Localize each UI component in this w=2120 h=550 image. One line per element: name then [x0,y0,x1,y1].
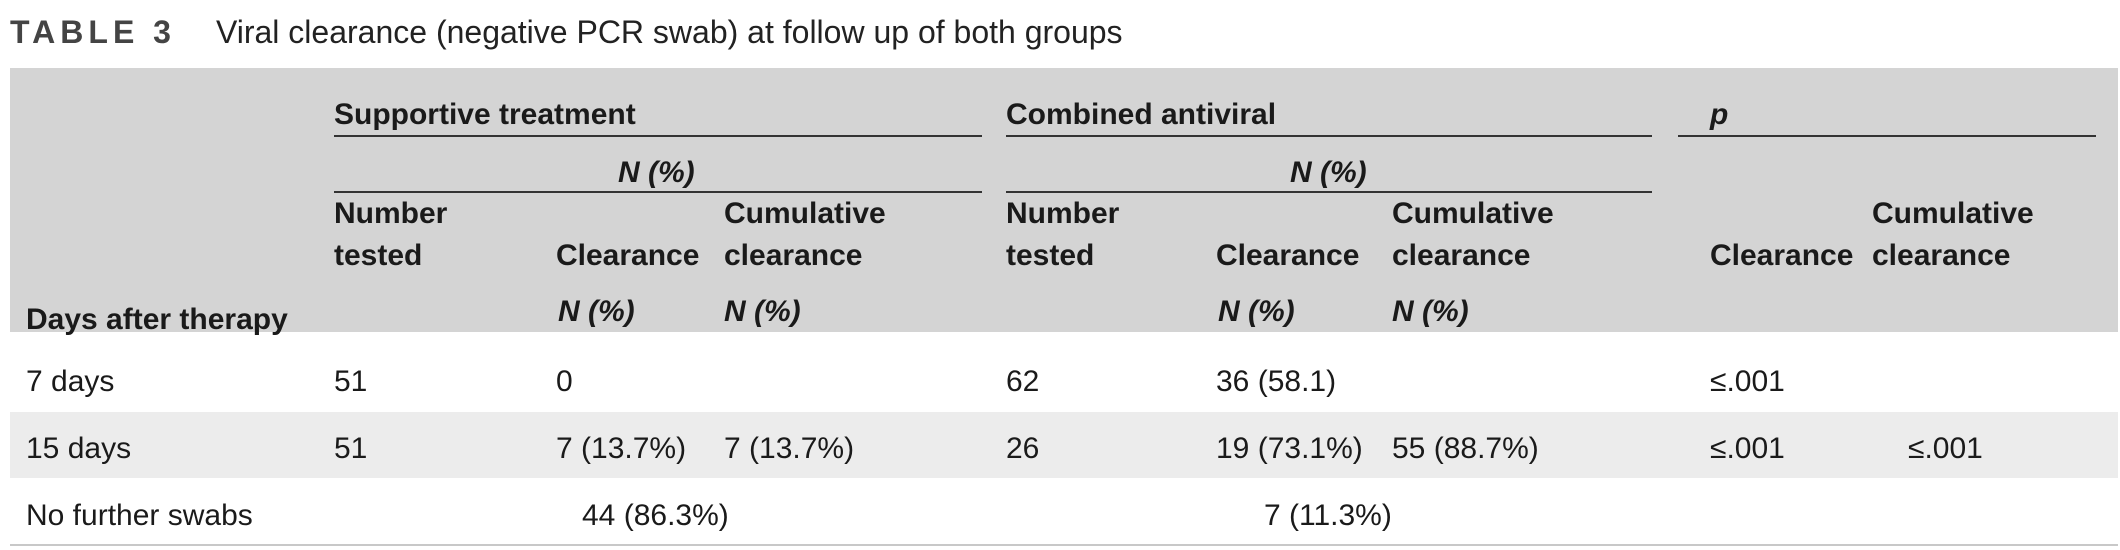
col-subheader-n-pct: N (%) [558,295,635,328]
cell-supportive-clearance: 7 (13.7%) [556,432,687,465]
table-label: TABLE 3 [10,14,176,50]
cell-combined-cumulative: 55 (88.7%) [1392,432,1539,465]
col-header-number-line1: Number [1006,197,1120,230]
table-row [10,332,2118,412]
cell-combined-merged: 7 (11.3%) [1264,499,1392,532]
col-header-cumulative-line2: clearance [1872,239,2011,272]
col-header-cumulative-line1: Cumulative [1872,197,2034,230]
group-header-combined: Combined antiviral [1006,98,1277,131]
cell-p-clearance: ≤.001 [1710,365,1785,398]
cell-supportive-tested: 51 [334,365,368,398]
group-rule-combined [1006,135,1652,137]
col-header-cumulative-line1: Cumulative [1392,197,1554,230]
row-label: 15 days [26,432,132,465]
spanner-rule-combined [1006,191,1652,193]
cell-supportive-cumulative: 7 (13.7%) [724,432,855,465]
col-header-cumulative-line2: clearance [1392,239,1531,272]
cell-supportive-clearance: 0 [556,365,573,398]
table-row [10,478,2118,544]
cell-combined-clearance: 19 (73.1%) [1216,432,1363,465]
col-header-clearance: Clearance [556,239,700,272]
group-header-supportive: Supportive treatment [334,98,636,131]
row-header-days-after-therapy: Days after therapy [26,303,288,336]
spanner-n-pct-supportive: N (%) [618,156,695,189]
cell-p-cumulative: ≤.001 [1908,432,1983,465]
col-header-number-line1: Number [334,197,448,230]
cell-supportive-merged: 44 (86.3%) [582,499,729,532]
cell-combined-tested: 62 [1006,365,1040,398]
col-subheader-n-pct: N (%) [724,295,801,328]
table-caption: TABLE 3 Viral clearance (negative PCR swa… [10,10,1123,54]
group-header-p: p [1710,98,1729,131]
col-subheader-n-pct: N (%) [1218,295,1295,328]
row-label: 7 days [26,365,115,398]
col-header-cumulative-line1: Cumulative [724,197,886,230]
col-subheader-n-pct: N (%) [1392,295,1469,328]
col-header-number-line2: tested [334,239,423,272]
col-header-clearance: Clearance [1216,239,1360,272]
row-label: No further swabs [26,499,253,532]
table-title: Viral clearance (negative PCR swab) at f… [215,14,1123,50]
cell-supportive-tested: 51 [334,432,368,465]
spanner-n-pct-combined: N (%) [1290,156,1367,189]
cell-combined-tested: 26 [1006,432,1040,465]
cell-p-clearance: ≤.001 [1710,432,1785,465]
table-bottom-rule [10,544,2118,546]
cell-combined-clearance: 36 (58.1) [1216,365,1337,398]
col-header-clearance: Clearance [1710,239,1854,272]
col-header-cumulative-line2: clearance [724,239,863,272]
table-row [10,412,2118,478]
table-header-background [10,68,2118,332]
group-rule-p [1678,135,2096,137]
col-header-number-line2: tested [1006,239,1095,272]
spanner-rule-supportive [334,191,982,193]
group-rule-supportive [334,135,982,137]
